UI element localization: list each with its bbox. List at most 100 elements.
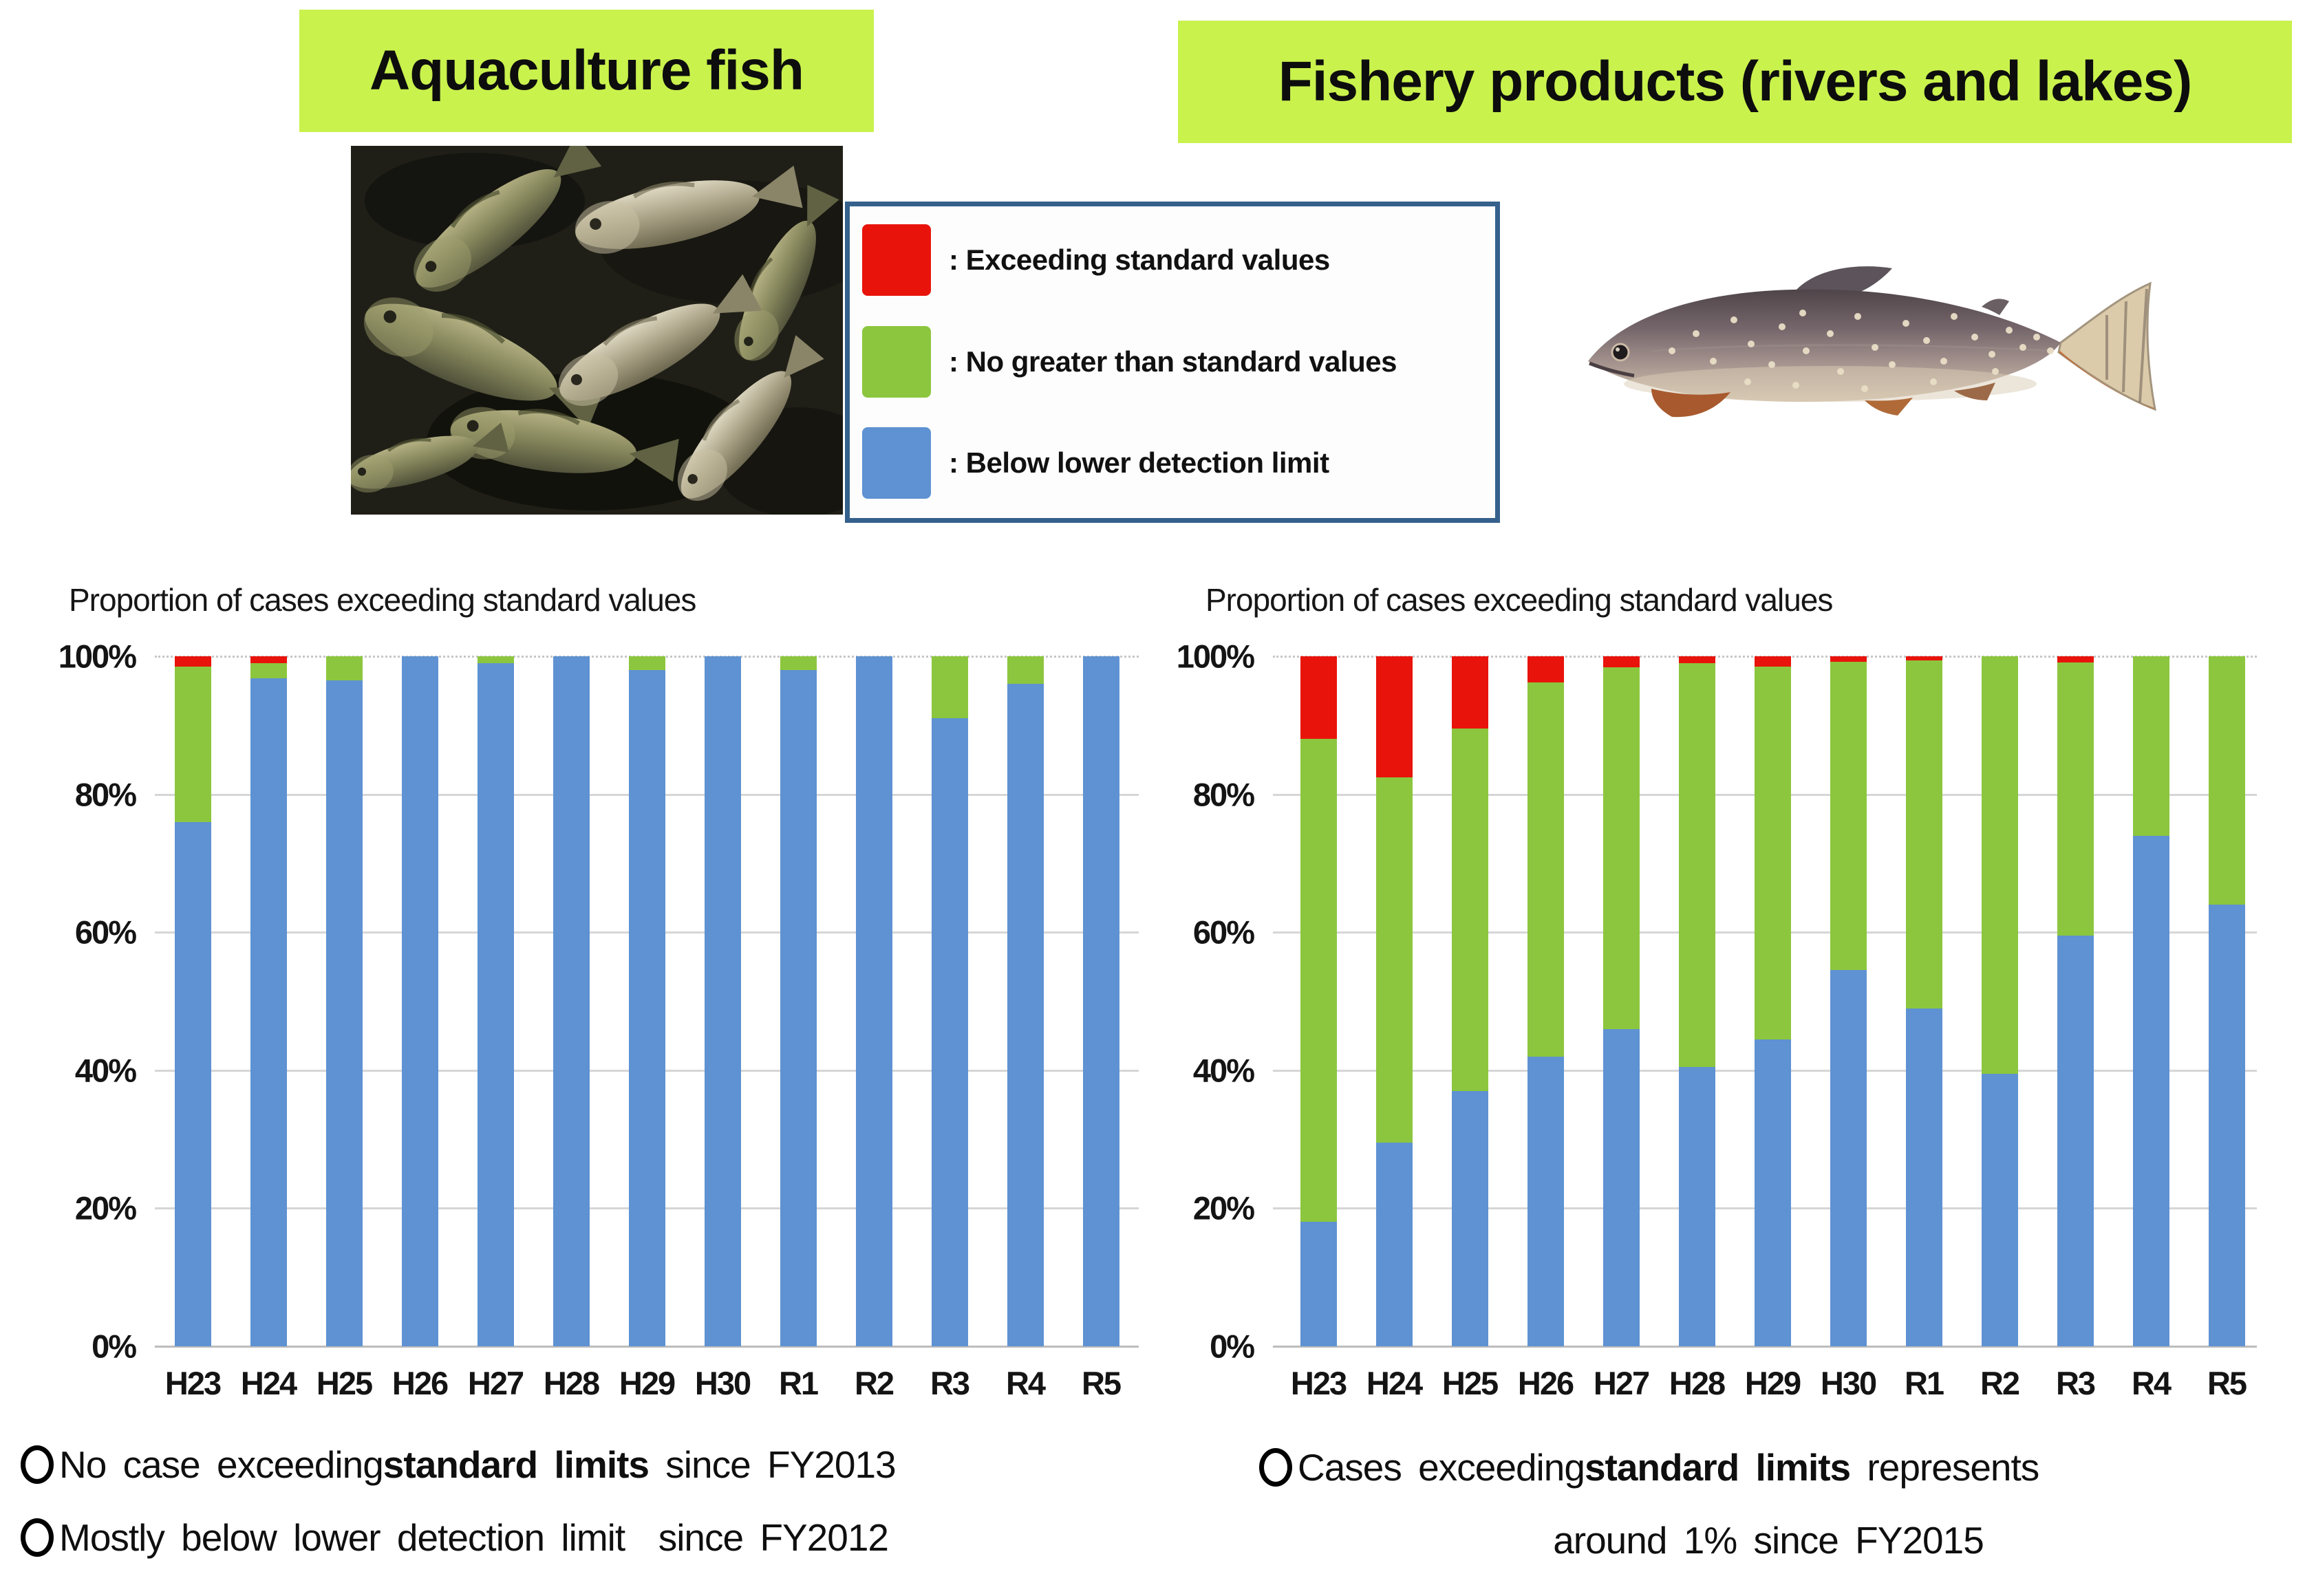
bar-segment-within-standard-R3 xyxy=(2057,662,2094,936)
x-axis-label-R5: R5 xyxy=(2207,1365,2247,1401)
bar-segment-within-standard-R4 xyxy=(1007,656,1044,684)
note-line: Mostly below lower detection limit since… xyxy=(21,1512,1163,1563)
gridline-0 xyxy=(1273,1346,2257,1348)
legend-label-exceeding: : Exceeding standard values xyxy=(949,244,1330,276)
bar-segment-within-standard-H24 xyxy=(250,663,287,679)
bar-segment-within-standard-H23 xyxy=(1300,739,1337,1222)
stacked-bar-H24 xyxy=(1375,656,1413,1346)
bar-segment-exceeding-H25 xyxy=(1451,656,1488,729)
note-line: Cases exceeding standard limits represen… xyxy=(1259,1442,2277,1493)
stacked-bar-H25 xyxy=(1451,656,1488,1346)
title-aquaculture-fish: Aquaculture fish xyxy=(299,10,874,132)
bar-segment-within-standard-R1 xyxy=(1905,660,1942,1009)
y-axis-label-80: 80% xyxy=(74,776,137,813)
stacked-bar-H27 xyxy=(477,656,514,1346)
x-axis-label-H29: H29 xyxy=(619,1365,676,1401)
y-axis-label-0: 0% xyxy=(1210,1328,1255,1365)
legend-item-no-greater: : No greater than standard values xyxy=(862,325,1488,398)
bar-segment-exceeding-R1 xyxy=(1905,656,1942,661)
note-text: No case exceeding xyxy=(59,1443,384,1486)
bar-segment-below-detection-H25 xyxy=(1451,1090,1488,1346)
chart-title-left: Proportion of cases exceeding standard v… xyxy=(69,582,696,618)
y-axis-label-100: 100% xyxy=(58,638,137,675)
legend-swatch-no-greater xyxy=(862,325,931,398)
bar-segment-within-standard-H27 xyxy=(1602,667,1640,1029)
x-axis-label-H23: H23 xyxy=(164,1365,222,1401)
stacked-bar-R3 xyxy=(931,656,968,1346)
stacked-bar-R1 xyxy=(780,656,817,1346)
stacked-bar-R5 xyxy=(2208,656,2245,1346)
bar-segment-below-detection-H28 xyxy=(553,656,590,1346)
legend-label-no-greater: : No greater than standard values xyxy=(949,345,1397,378)
title-fishery-label: Fishery products (rivers and lakes) xyxy=(1278,50,2193,113)
x-axis-label-R1: R1 xyxy=(1904,1365,1944,1401)
y-axis-label-20: 20% xyxy=(1192,1189,1255,1227)
bar-segment-below-detection-H24 xyxy=(250,678,287,1346)
x-axis-label-H28: H28 xyxy=(543,1365,600,1401)
stacked-bar-H27 xyxy=(1602,656,1640,1346)
stacked-bar-H23 xyxy=(1300,656,1337,1346)
note-text: Cases exceeding xyxy=(1298,1446,1585,1489)
notes-fishery: Cases exceeding standard limits represen… xyxy=(1259,1442,2277,1588)
bar-segment-below-detection-H29 xyxy=(628,670,665,1346)
bar-segment-within-standard-H26 xyxy=(1527,682,1564,1057)
y-axis-label-60: 60% xyxy=(1192,914,1255,951)
note-line: around 1% since FY2015 xyxy=(1259,1515,2277,1566)
bar-segment-below-detection-H25 xyxy=(325,680,363,1346)
legend-label-below-detection: : Below lower detection limit xyxy=(949,446,1329,479)
x-axis-label-H27: H27 xyxy=(1593,1365,1650,1401)
bar-segment-below-detection-R5 xyxy=(1082,656,1119,1346)
y-axis-label-20: 20% xyxy=(74,1189,137,1227)
bar-segment-exceeding-H23 xyxy=(174,656,211,667)
stacked-bar-R1 xyxy=(1905,656,1942,1346)
stacked-bar-H30 xyxy=(1830,656,1867,1346)
gridline-0 xyxy=(155,1346,1139,1348)
legend-swatch-below-detection xyxy=(862,427,931,499)
y-axis-label-0: 0% xyxy=(92,1328,137,1365)
bar-segment-exceeding-H24 xyxy=(250,656,287,664)
x-axis-label-R2: R2 xyxy=(1980,1365,2020,1401)
legend-swatch-exceeding xyxy=(862,224,931,296)
stacked-bar-R2 xyxy=(1981,656,2018,1346)
bar-segment-within-standard-R5 xyxy=(2208,656,2245,905)
bar-segment-below-detection-H26 xyxy=(1527,1056,1564,1346)
bar-segment-exceeding-H28 xyxy=(1678,656,1715,664)
legend-item-exceeding: : Exceeding standard values xyxy=(862,224,1488,296)
x-axis-label-H26: H26 xyxy=(392,1365,449,1401)
title-fishery-products: Fishery products (rivers and lakes) xyxy=(1178,21,2292,143)
stacked-bar-R4 xyxy=(1007,656,1044,1346)
bar-segment-below-detection-R1 xyxy=(1905,1008,1942,1346)
bar-segment-exceeding-H23 xyxy=(1300,656,1337,740)
stacked-bar-H28 xyxy=(553,656,590,1346)
stacked-bar-H28 xyxy=(1678,656,1715,1346)
x-axis-label-R3: R3 xyxy=(930,1365,970,1401)
bar-segment-below-detection-H24 xyxy=(1375,1143,1413,1346)
note-text-bold: standard limits xyxy=(383,1443,650,1486)
bar-segment-below-detection-H27 xyxy=(1602,1028,1640,1346)
bar-segment-within-standard-H28 xyxy=(1678,663,1715,1067)
bar-segment-below-detection-R1 xyxy=(780,670,817,1346)
bar-segment-below-detection-H29 xyxy=(1754,1039,1791,1346)
stacked-bar-H25 xyxy=(325,656,363,1346)
stacked-bar-H29 xyxy=(628,656,665,1346)
x-axis-label-H29: H29 xyxy=(1744,1365,1801,1401)
bar-segment-exceeding-H24 xyxy=(1375,656,1413,777)
bar-segment-exceeding-H26 xyxy=(1527,656,1564,683)
x-axis-label-R1: R1 xyxy=(778,1365,819,1401)
stacked-bar-H24 xyxy=(250,656,287,1346)
x-axis-label-R4: R4 xyxy=(1005,1365,1046,1401)
x-axis-label-H28: H28 xyxy=(1669,1365,1726,1401)
bar-segment-within-standard-R1 xyxy=(780,656,817,671)
bar-segment-below-detection-H28 xyxy=(1678,1066,1715,1346)
x-axis-label-H27: H27 xyxy=(467,1365,524,1401)
x-axis-label-H30: H30 xyxy=(694,1365,751,1401)
river-fish-photo xyxy=(1569,248,2188,447)
x-axis-label-R5: R5 xyxy=(1081,1365,1122,1401)
stacked-bar-H23 xyxy=(174,656,211,1346)
bar-segment-below-detection-H30 xyxy=(1830,970,1867,1346)
bar-segment-below-detection-R4 xyxy=(1007,684,1044,1346)
chart-fishery-products: 0% 20% 40% 60% 80% 100% H23 H24 H25 H26 H27 H28 H29 H… xyxy=(1177,638,2257,1401)
y-axis-label-40: 40% xyxy=(1192,1052,1255,1089)
bar-segment-exceeding-H30 xyxy=(1830,656,1867,662)
trout-illustration xyxy=(1588,266,2156,418)
